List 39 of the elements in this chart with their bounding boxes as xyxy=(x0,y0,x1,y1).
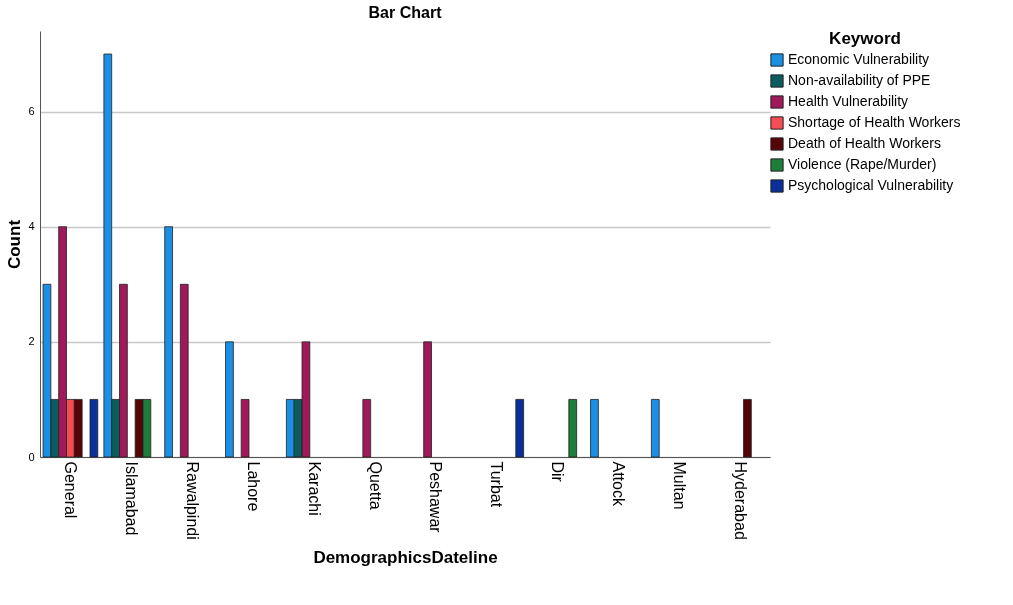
bar xyxy=(743,399,752,458)
x-tick-label: Islamabad xyxy=(123,461,141,536)
legend-label: Death of Health Workers xyxy=(788,135,942,151)
bar xyxy=(179,283,189,458)
x-tick-label: Karachi xyxy=(305,461,323,516)
y-tick-label: 2 xyxy=(28,335,35,348)
x-tick-label: Turbat xyxy=(488,461,506,508)
bar xyxy=(650,399,660,458)
y-tick-label: 0 xyxy=(28,450,35,463)
legend-label: Shortage of Health Workers xyxy=(788,114,961,130)
x-tick-label: Peshawar xyxy=(427,461,445,534)
bar xyxy=(225,341,234,458)
legend-label: Violence (Rape/Murder) xyxy=(788,156,937,172)
x-tick-label: Dir xyxy=(549,461,567,483)
legend-label: Non-availability of PPE xyxy=(788,72,931,88)
bar xyxy=(164,226,173,458)
bar xyxy=(362,399,372,458)
chart-title: Bar Chart xyxy=(368,4,443,21)
bar xyxy=(515,399,525,458)
x-tick-label: General xyxy=(62,461,80,519)
bar xyxy=(568,399,578,458)
x-tick-label: Multan xyxy=(670,461,688,510)
legend-label: Psychological Vulnerability xyxy=(788,177,954,193)
bar xyxy=(89,399,99,458)
y-tick-label: 6 xyxy=(28,105,35,118)
bar xyxy=(423,341,432,458)
x-tick-label: Hyderabad xyxy=(731,461,749,540)
bar xyxy=(240,399,250,458)
x-tick-label: Lahore xyxy=(244,461,262,512)
x-tick-label: Quetta xyxy=(366,461,384,510)
x-tick-label: Attock xyxy=(609,461,627,507)
y-tick-label: 4 xyxy=(28,220,35,233)
legend-label: Health Vulnerability xyxy=(788,93,909,109)
legend-label: Economic Vulnerability xyxy=(788,51,930,67)
bar xyxy=(590,399,599,458)
x-tick-label: Rawalpindi xyxy=(184,461,202,540)
legend-title: Keyword xyxy=(829,29,901,48)
x-axis-title: DemographicsDateline xyxy=(313,547,498,567)
y-axis-title: Count xyxy=(5,219,25,270)
